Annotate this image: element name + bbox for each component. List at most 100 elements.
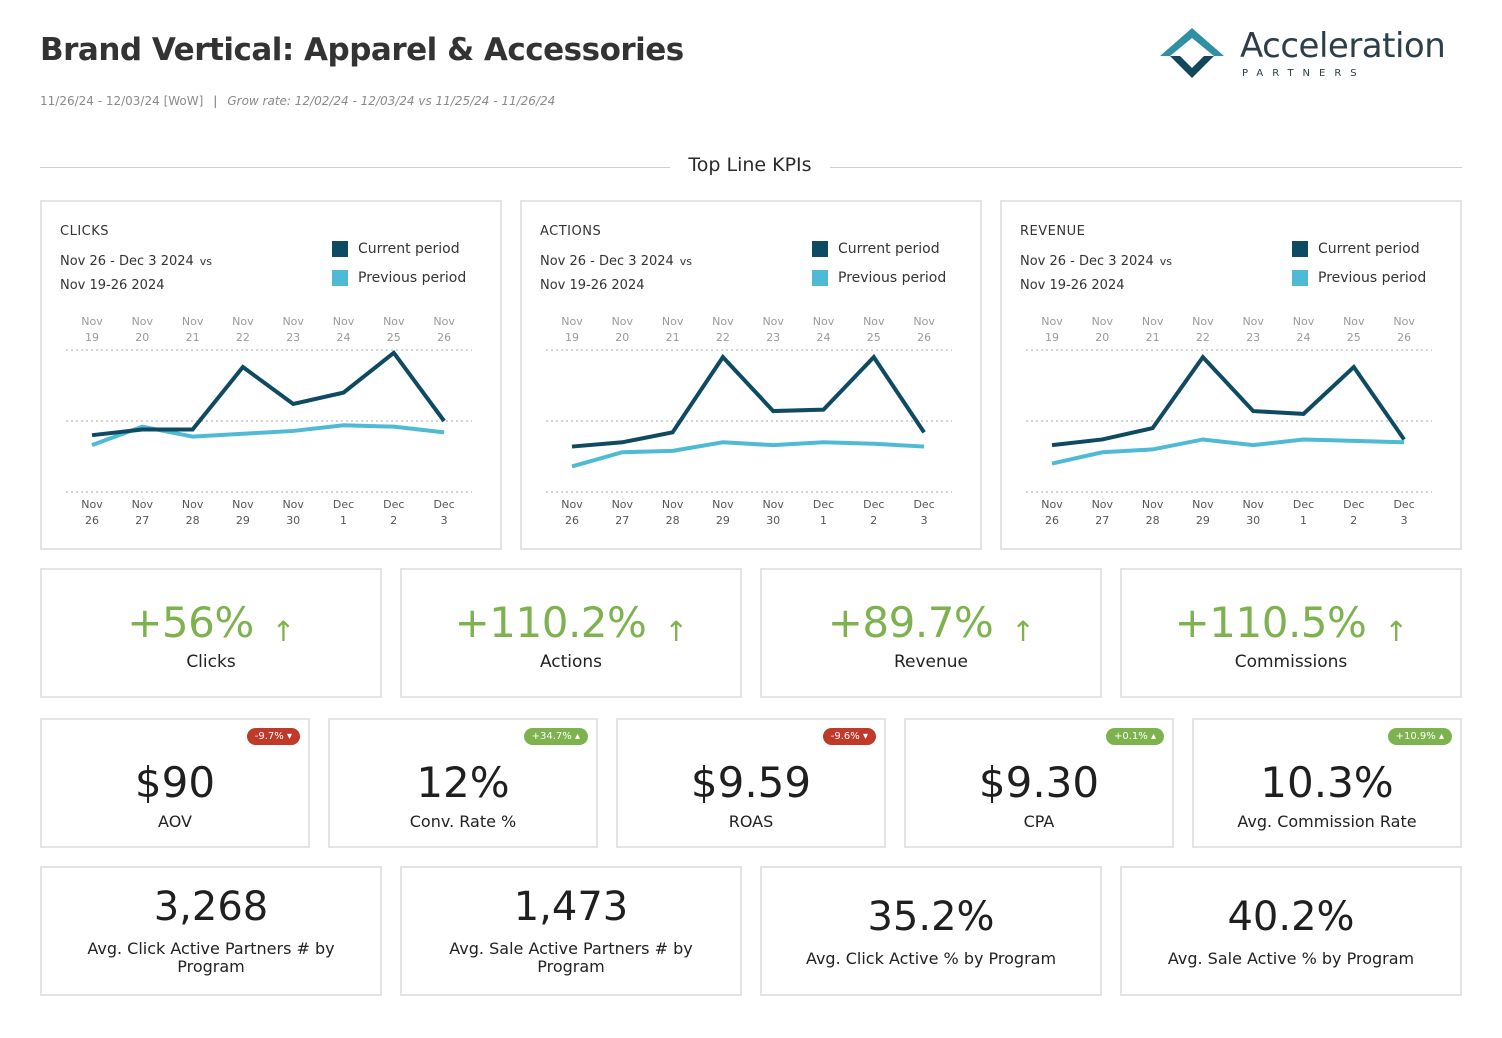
chart-card-actions: ACTIONS Nov 26 - Dec 3 2024 vs Nov 19-26 20… bbox=[520, 200, 982, 550]
change-badge: -9.6% ▾ bbox=[822, 728, 876, 745]
change-badge: +34.7% ▴ bbox=[523, 728, 588, 745]
top-tick-label: Nov bbox=[561, 315, 583, 328]
metric-kpi-label: Conv. Rate % bbox=[409, 812, 517, 831]
growth-kpi-value-wrap: +110.2% ↑ bbox=[402, 598, 740, 648]
legend-item-current: Current period bbox=[812, 234, 946, 263]
legend-label-previous: Previous period bbox=[838, 269, 947, 286]
top-tick-label: Nov bbox=[433, 315, 455, 328]
partner-kpi-label: Avg. Click Active % by Program bbox=[805, 949, 1057, 968]
arrow-up-icon: ↑ bbox=[664, 615, 688, 648]
bottom-tick-label: Nov bbox=[612, 498, 634, 511]
chart-legend: Current period Previous period bbox=[332, 234, 466, 292]
top-tick-label: Nov bbox=[132, 315, 154, 328]
change-badge: -9.7% ▾ bbox=[246, 728, 300, 745]
section-divider-left bbox=[40, 167, 670, 168]
subtitle-separator: | bbox=[213, 94, 218, 108]
bottom-tick-label: 28 bbox=[186, 514, 200, 527]
legend-label-previous: Previous period bbox=[358, 269, 467, 286]
top-tick-label: 19 bbox=[1045, 331, 1059, 344]
growth-kpi-value: +110.5% bbox=[1174, 598, 1367, 647]
top-tick-label: Nov bbox=[863, 315, 885, 328]
bottom-tick-label: 2 bbox=[1350, 514, 1357, 527]
growth-kpi-label: Clicks bbox=[186, 652, 236, 672]
bottom-tick-label: Nov bbox=[1092, 498, 1114, 511]
bottom-tick-label: 29 bbox=[716, 514, 730, 527]
bottom-tick-label: 30 bbox=[286, 514, 300, 527]
change-badge: +0.1% ▴ bbox=[1106, 728, 1164, 745]
chart-period-current: Nov 26 - Dec 3 2024 vs bbox=[1020, 254, 1172, 269]
metric-kpi-card: +0.1% ▴ $9.30 CPA bbox=[904, 718, 1174, 848]
legend-label-current: Current period bbox=[358, 240, 460, 257]
top-tick-label: 26 bbox=[437, 331, 451, 344]
metric-kpi-card: +10.9% ▴ 10.3% Avg. Commission Rate bbox=[1192, 718, 1462, 848]
metric-kpi-card: +34.7% ▴ 12% Conv. Rate % bbox=[328, 718, 598, 848]
top-tick-label: 24 bbox=[1297, 331, 1311, 344]
bottom-tick-label: Dec bbox=[813, 498, 834, 511]
top-tick-label: Nov bbox=[1393, 315, 1415, 328]
top-tick-label: Nov bbox=[1192, 315, 1214, 328]
top-tick-label: 21 bbox=[666, 331, 680, 344]
section-title: Top Line KPIs bbox=[688, 154, 812, 176]
partner-kpi-label: Avg. Sale Active % by Program bbox=[1167, 949, 1415, 968]
growth-kpi-card-clicks: +56% ↑ Clicks bbox=[40, 568, 382, 698]
date-range: 11/26/24 - 12/03/24 [WoW] bbox=[40, 94, 204, 108]
legend-swatch-current bbox=[812, 240, 828, 257]
grow-rate: Grow rate: 12/02/24 - 12/03/24 vs 11/25/… bbox=[227, 94, 556, 108]
partner-kpi-value: 1,473 bbox=[513, 884, 629, 930]
partner-kpi-card: 1,473 Avg. Sale Active Partners # by Prog… bbox=[400, 866, 742, 996]
top-tick-label: 22 bbox=[1196, 331, 1210, 344]
vs-text: vs bbox=[679, 255, 693, 268]
period-current-text: Nov 26 - Dec 3 2024 bbox=[60, 254, 194, 269]
metric-kpi-label: Avg. Commission Rate bbox=[1237, 812, 1417, 831]
top-tick-label: Nov bbox=[1142, 315, 1164, 328]
metric-kpi-value: 12% bbox=[416, 758, 510, 807]
top-tick-label: Nov bbox=[913, 315, 935, 328]
growth-kpi-value-wrap: +110.5% ↑ bbox=[1122, 598, 1460, 648]
chart-metric-title: ACTIONS bbox=[540, 224, 602, 239]
metric-kpi-value: $9.59 bbox=[690, 758, 812, 807]
bottom-tick-label: 2 bbox=[390, 514, 397, 527]
bottom-tick-label: Dec bbox=[333, 498, 354, 511]
legend-item-previous: Previous period bbox=[332, 263, 466, 292]
bottom-tick-label: Dec bbox=[433, 498, 454, 511]
bottom-tick-label: Nov bbox=[182, 498, 204, 511]
bottom-tick-label: Nov bbox=[1041, 498, 1063, 511]
growth-kpi-card-actions: +110.2% ↑ Actions bbox=[400, 568, 742, 698]
legend-swatch-current bbox=[1292, 240, 1308, 257]
metric-kpi-value: 10.3% bbox=[1260, 758, 1394, 807]
period-current-text: Nov 26 - Dec 3 2024 bbox=[540, 254, 674, 269]
growth-kpi-card-revenue: +89.7% ↑ Revenue bbox=[760, 568, 1102, 698]
top-tick-label: Nov bbox=[612, 315, 634, 328]
top-tick-label: 22 bbox=[716, 331, 730, 344]
bottom-tick-label: 26 bbox=[1045, 514, 1059, 527]
chart-metric-title: REVENUE bbox=[1020, 224, 1086, 239]
bottom-tick-label: 27 bbox=[615, 514, 629, 527]
partner-kpi-card: 3,268 Avg. Click Active Partners # by Pro… bbox=[40, 866, 382, 996]
chart-legend: Current period Previous period bbox=[1292, 234, 1426, 292]
top-tick-label: Nov bbox=[662, 315, 684, 328]
top-tick-label: 20 bbox=[1095, 331, 1109, 344]
bottom-tick-label: Nov bbox=[132, 498, 154, 511]
top-tick-label: 21 bbox=[1146, 331, 1160, 344]
partner-kpi-label: Avg. Click Active Partners # by Program bbox=[87, 939, 335, 976]
legend-label-previous: Previous period bbox=[1318, 269, 1427, 286]
arrow-up-icon: ↑ bbox=[271, 615, 295, 648]
bottom-tick-label: Nov bbox=[1242, 498, 1264, 511]
top-tick-label: Nov bbox=[383, 315, 405, 328]
legend-item-current: Current period bbox=[332, 234, 466, 263]
legend-label-current: Current period bbox=[838, 240, 940, 257]
chart-period-previous: Nov 19-26 2024 bbox=[540, 278, 645, 293]
bottom-tick-label: 30 bbox=[1246, 514, 1260, 527]
top-tick-label: Nov bbox=[1092, 315, 1114, 328]
logo-name: Acceleration bbox=[1240, 26, 1446, 66]
top-tick-label: 26 bbox=[917, 331, 931, 344]
top-tick-label: 26 bbox=[1397, 331, 1411, 344]
bottom-tick-label: 28 bbox=[666, 514, 680, 527]
top-tick-label: Nov bbox=[1343, 315, 1365, 328]
top-tick-label: 25 bbox=[867, 331, 881, 344]
metric-kpi-label: ROAS bbox=[728, 812, 774, 831]
growth-kpi-label: Actions bbox=[539, 652, 603, 672]
partner-kpi-label: Avg. Sale Active Partners # by Program bbox=[449, 939, 693, 976]
growth-kpi-value: +89.7% bbox=[827, 598, 994, 647]
metric-kpi-value: $90 bbox=[134, 758, 216, 807]
